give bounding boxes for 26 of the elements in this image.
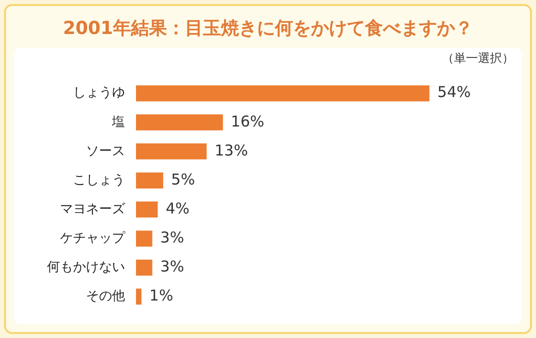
data-label: 13% [214,141,248,160]
bar [136,85,430,102]
bar [136,288,142,305]
y-tick-label: ソース [86,144,125,159]
y-tick-label: こしょう [73,172,125,188]
bar [136,114,223,130]
y-tick-label: 何もかけない [47,260,125,275]
y-tick-label: 塩 [111,114,125,130]
data-label: 1% [149,286,174,305]
bar [136,172,164,188]
data-label: 5% [171,170,195,188]
data-label: 54% [437,83,471,102]
bar [136,143,207,160]
bar [136,230,152,247]
data-label: 16% [230,112,264,130]
chart-title: 2001年結果：目玉焼きに何をかけて食べますか？ [62,17,474,40]
bar [136,260,152,276]
y-tick-label: マヨネーズ [60,202,126,217]
bar [136,202,158,218]
data-label: 4% [166,199,190,218]
y-tick-label: ケチャップ [60,230,126,246]
y-tick-label: しょうゆ [73,86,125,101]
y-tick-label: その他 [86,289,125,304]
data-label: 3% [160,258,184,276]
text: （単一選択） [442,50,514,67]
data-label: 3% [160,228,184,246]
